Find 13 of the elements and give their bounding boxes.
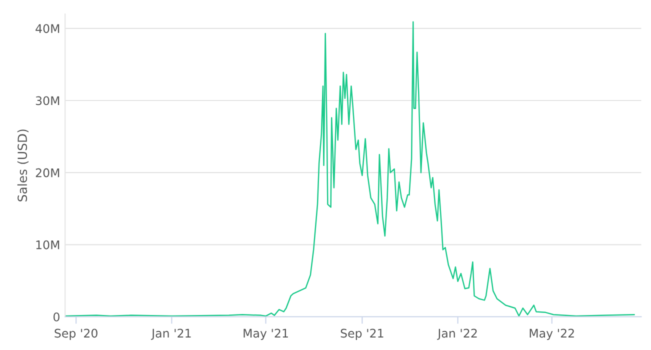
line-series	[65, 21, 635, 317]
y-tick-label: 40M	[36, 24, 60, 34]
y-tick-label: 10M	[36, 240, 60, 250]
y-axis-title: Sales (USD)	[17, 130, 29, 202]
x-tick-label: Jan '22	[437, 328, 477, 340]
y-tick-label: 20M	[36, 168, 60, 178]
x-tick-label: May '22	[530, 328, 574, 340]
x-tick-label: Sep '20	[54, 328, 98, 340]
x-tick-label: May '21	[244, 328, 288, 340]
y-tick-label: 30M	[36, 96, 60, 106]
x-tick-label: Sep '21	[340, 328, 384, 340]
y-tick-label: 0	[54, 312, 60, 322]
x-tick-label: Jan '21	[150, 328, 191, 340]
